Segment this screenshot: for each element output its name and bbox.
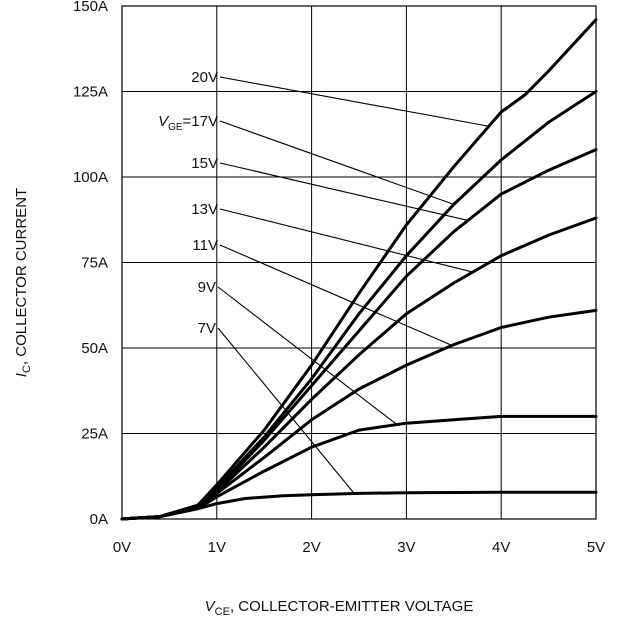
x-tick-labels: 0V 1V 2V 3V 4V 5V (113, 539, 605, 556)
series-line-20v (120, 18, 598, 521)
series-label-17v: VGE=17V (158, 113, 218, 133)
annotation-leader-line (217, 327, 355, 494)
x-axis-label: VCE, COLLECTOR-EMITTER VOLTAGE (205, 598, 474, 618)
x-axis-label-text: , COLLECTOR-EMITTER VOLTAGE (230, 598, 473, 615)
x-axis-label-symbol: V (205, 598, 217, 615)
y-tick-label: 150A (73, 0, 108, 15)
series-label-11v: 11V (192, 237, 218, 254)
series-line-13v (120, 216, 598, 521)
x-tick-label: 2V (302, 539, 320, 556)
y-tick-label: 100A (73, 169, 108, 186)
y-axis-label-text: , COLLECTOR CURRENT (13, 188, 30, 365)
annotation-leader-line (219, 162, 469, 221)
series-label-9v: 9V (198, 279, 216, 296)
y-axis-label-subscript: C (21, 365, 33, 373)
y-tick-label: 75A (81, 255, 108, 272)
series-prefix-subscript: GE (168, 122, 183, 133)
y-axis-label: IC, COLLECTOR CURRENT (13, 188, 33, 377)
series-line-9v (120, 414, 598, 521)
series-label-13v: 13V (191, 201, 218, 218)
x-tick-label: 1V (208, 539, 226, 556)
series-curves (120, 18, 598, 521)
y-tick-labels: 0A 25A 50A 75A 100A 125A 150A (73, 0, 108, 528)
grid (121, 5, 597, 520)
annotation-leader-line (219, 244, 453, 346)
y-axis-label-symbol: I (13, 373, 30, 377)
annotation-leader-line (219, 120, 454, 205)
series-line-11v (120, 308, 598, 521)
y-tick-label: 125A (73, 84, 108, 101)
series-label-20v: 20V (191, 69, 218, 86)
x-axis-label-subscript: CE (215, 606, 230, 618)
x-tick-label: 4V (492, 539, 510, 556)
annotation-leader-line (217, 286, 398, 426)
annotation-leader-line (219, 76, 489, 127)
series-prefix-equals: =17V (183, 113, 218, 130)
series-label-7v: 7V (198, 320, 216, 337)
x-tick-label: 0V (113, 539, 131, 556)
x-tick-label: 5V (587, 539, 605, 556)
series-label-15v: 15V (191, 155, 218, 172)
y-tick-label: 0A (90, 511, 108, 528)
series-annotations: 20V VGE=17V 15V 13V 11V 9V 7V (158, 69, 489, 494)
series-prefix-symbol: V (158, 113, 170, 130)
x-tick-label: 3V (397, 539, 415, 556)
y-tick-label: 25A (81, 426, 108, 443)
annotation-leader-line (219, 208, 473, 273)
y-tick-label: 50A (81, 340, 108, 357)
series-line-7v (120, 490, 598, 521)
